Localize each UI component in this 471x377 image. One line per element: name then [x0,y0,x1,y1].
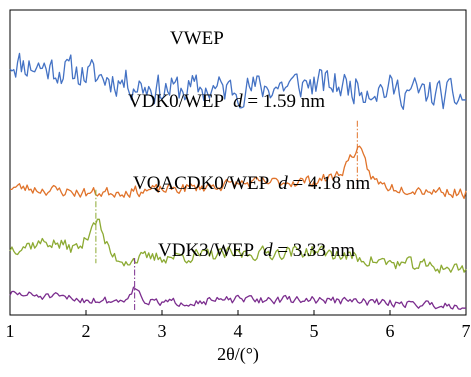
series-line-vdk3-wep [9,286,467,310]
marker-layer [95,120,358,312]
annotation-layer: VWEP VDK0/WEP d = 1.59 nm VQACDK0/WEP d … [128,28,370,261]
annotation-vdk3: VDK3/WEP d = 3.33 nm [158,240,355,261]
annotation-vqacdk0: VQACDK0/WEP d = 4.18 nm [133,173,370,194]
annotation-vdk0: VDK0/WEP d = 1.59 nm [128,91,325,112]
x-tick-label-2: 2 [82,321,91,341]
x-tick-label-5: 5 [310,321,319,341]
series-line-vwep [9,52,467,110]
plot-frame [9,9,467,316]
series-line-vqacdk0-wep [9,218,467,274]
x-tick-label-1: 1 [6,321,15,341]
x-tick-label-3: 3 [158,321,167,341]
series-line-vdk0-wep [9,145,467,200]
tick-layer: 1 2 3 4 5 6 7 [6,310,471,341]
x-axis-label: 2θ/(°) [217,344,259,365]
x-tick-label-4: 4 [234,321,243,341]
series-layer [9,52,467,310]
x-tick-label-7: 7 [462,321,471,341]
annotation-vwep: VWEP [170,28,224,49]
x-tick-label-6: 6 [386,321,395,341]
